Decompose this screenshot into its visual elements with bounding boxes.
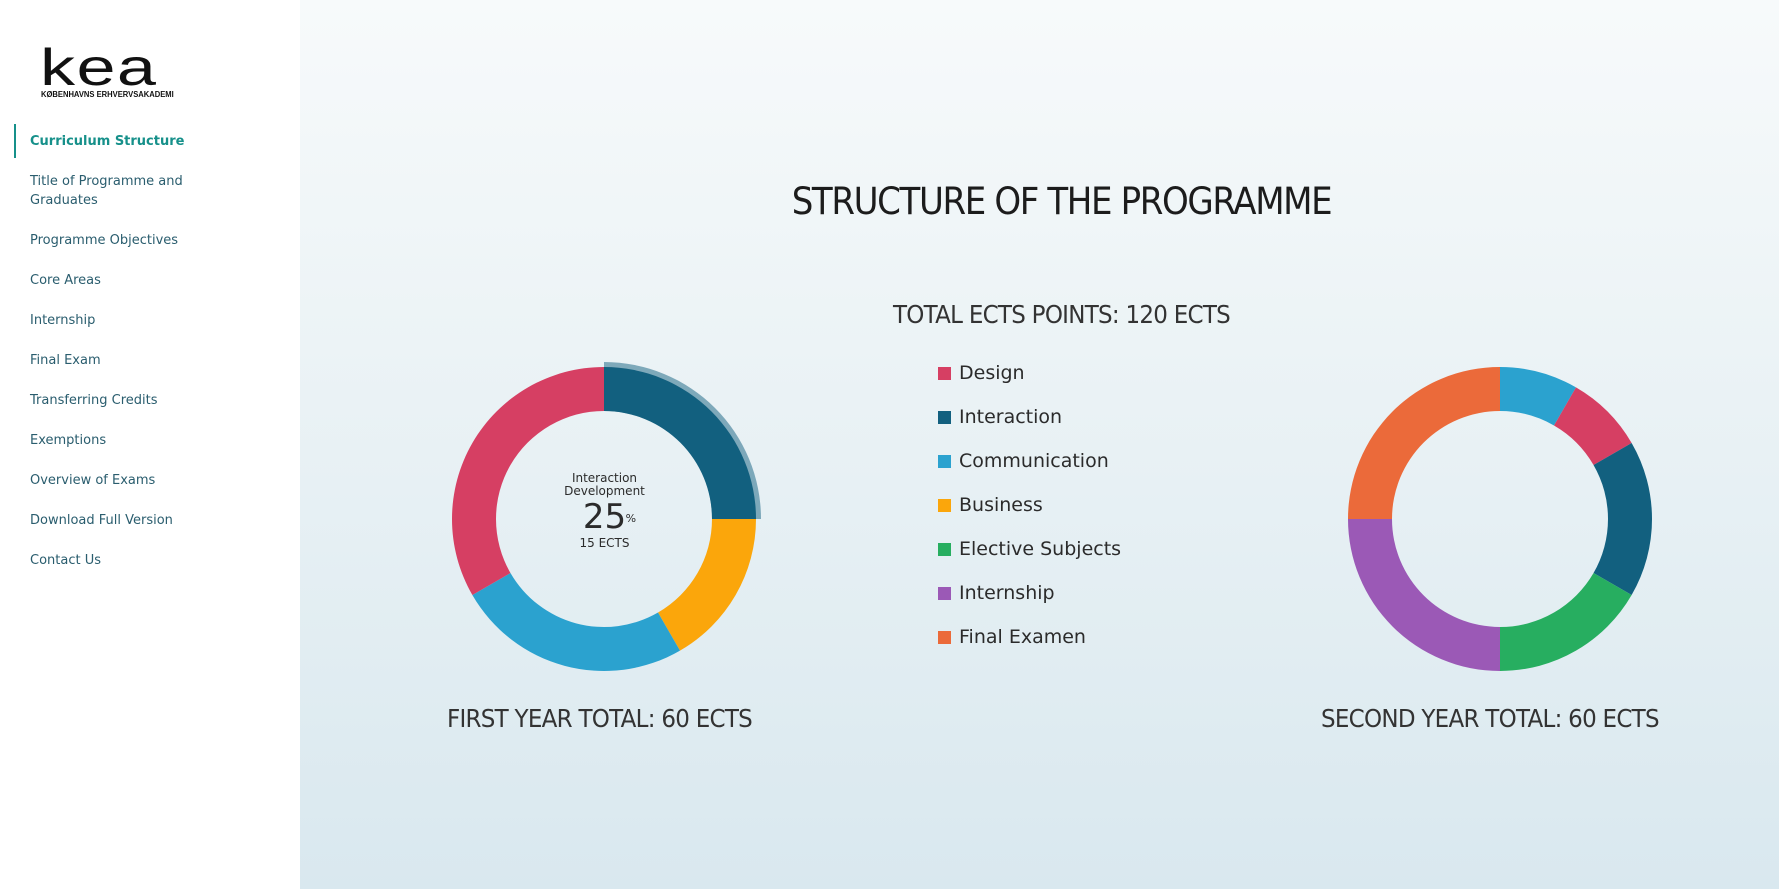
logo-subtitle: KØBENHAVNS ERHVERVSAKADEMI [41, 90, 174, 99]
sidebar-item-final-exam[interactable]: Final Exam [30, 353, 101, 368]
legend-swatch [938, 367, 951, 380]
donut-slice-final-examen[interactable] [1348, 367, 1500, 519]
legend-swatch [938, 631, 951, 644]
sidebar-nav: Curriculum Structure Title of Programme … [0, 124, 300, 591]
legend-item-communication[interactable]: Communication [938, 449, 1121, 493]
center-title-line1: Interaction [571, 471, 638, 485]
legend-label: Interaction [959, 406, 1063, 428]
legend-item-interaction[interactable]: Interaction [938, 405, 1121, 449]
donut-slice-internship[interactable] [1348, 519, 1500, 671]
main-content: STRUCTURE OF THE PROGRAMME TOTAL ECTS PO… [300, 0, 1779, 889]
sidebar-item-download-full-version[interactable]: Download Full Version [30, 513, 173, 528]
donut-slice-interaction[interactable] [604, 367, 756, 519]
legend-label: Design [959, 362, 1025, 384]
kea-logo[interactable]: kea KØBENHAVNS ERHVERVSAKADEMI [40, 42, 180, 104]
legend-swatch [938, 499, 951, 512]
sidebar-item-exemptions[interactable]: Exemptions [30, 433, 107, 448]
sidebar-item-internship[interactable]: Internship [30, 313, 96, 328]
second-year-total: SECOND YEAR TOTAL: 60 ECTS [1321, 704, 1660, 733]
legend-label: Business [959, 494, 1043, 516]
legend-item-final-examen[interactable]: Final Examen [938, 625, 1121, 669]
first-year-donut-chart[interactable]: Interaction Development 25% 15 ECTS [447, 362, 761, 676]
legend-swatch [938, 411, 951, 424]
total-ects-points: TOTAL ECTS POINTS: 120 ECTS [892, 300, 1231, 329]
donut-slice-elective-subjects[interactable] [1500, 573, 1632, 671]
donut-slice-interaction[interactable] [1593, 443, 1652, 595]
legend-label: Final Examen [959, 626, 1086, 648]
legend-item-elective-subjects[interactable]: Elective Subjects [938, 537, 1121, 581]
sidebar-item-curriculum-structure[interactable]: Curriculum Structure [0, 124, 230, 158]
logo-mark: kea [40, 39, 158, 97]
legend-swatch [938, 543, 951, 556]
page-title: STRUCTURE OF THE PROGRAMME [791, 180, 1333, 223]
sidebar-item-transferring-credits[interactable]: Transferring Credits [30, 393, 158, 408]
legend: Design Interaction Communication Busines… [938, 361, 1121, 669]
sidebar: kea KØBENHAVNS ERHVERVSAKADEMI Curriculu… [0, 0, 300, 889]
donut-slice-business[interactable] [658, 519, 756, 651]
sidebar-item-programme-objectives[interactable]: Programme Objectives [30, 233, 179, 248]
donut-center-label: Interaction Development 25% 15 ECTS [507, 471, 702, 551]
legend-swatch [938, 587, 951, 600]
donut-slice-communication[interactable] [472, 573, 680, 671]
center-value: 25 [582, 497, 627, 537]
center-percentage: 25% [582, 497, 636, 537]
donut-slice-communication[interactable] [1500, 367, 1576, 426]
donut-slice-design[interactable] [452, 367, 604, 595]
legend-swatch [938, 455, 951, 468]
first-year-donut-svg [452, 362, 761, 671]
legend-label: Elective Subjects [959, 538, 1122, 560]
sidebar-item-overview-of-exams[interactable]: Overview of Exams [30, 473, 156, 488]
legend-item-internship[interactable]: Internship [938, 581, 1121, 625]
center-title-line2: Development [564, 484, 645, 498]
legend-item-design[interactable]: Design [938, 361, 1121, 405]
sidebar-item-contact-us[interactable]: Contact Us [30, 553, 101, 568]
legend-item-business[interactable]: Business [938, 493, 1121, 537]
center-ects: 15 ECTS [579, 536, 630, 550]
legend-label: Communication [959, 450, 1109, 472]
first-year-total: FIRST YEAR TOTAL: 60 ECTS [447, 704, 753, 733]
sidebar-item-title-of-programme[interactable]: Title of Programme and Graduates [30, 174, 183, 208]
second-year-donut-chart[interactable] [1343, 362, 1657, 676]
donut-slice-design[interactable] [1554, 387, 1632, 465]
center-unit: % [625, 512, 637, 525]
second-year-donut-svg [1348, 367, 1652, 671]
sidebar-item-core-areas[interactable]: Core Areas [30, 273, 101, 288]
legend-label: Internship [959, 582, 1055, 604]
